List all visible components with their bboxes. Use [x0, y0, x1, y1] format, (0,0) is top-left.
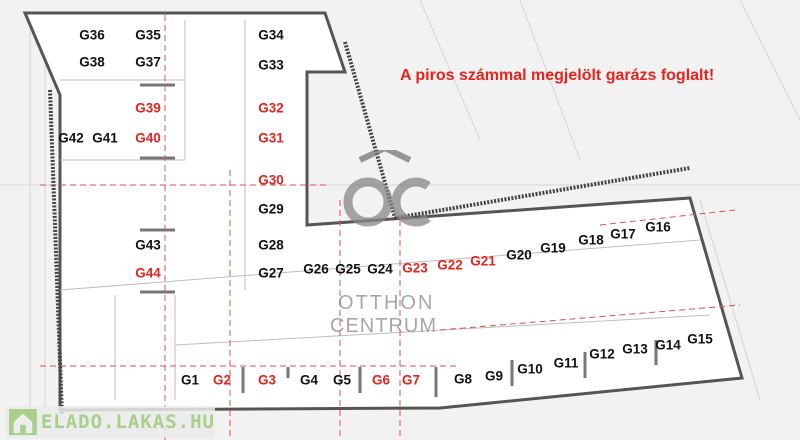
garage-label-g28: G28 — [258, 237, 284, 253]
garage-label-g20: G20 — [506, 247, 532, 263]
garage-label-g38: G38 — [79, 54, 105, 70]
garage-label-g36: G36 — [79, 27, 105, 43]
garage-label-g6: G6 — [371, 372, 391, 388]
occupancy-notice: A piros számmal megjelölt garázs foglalt… — [400, 67, 715, 84]
building-outline — [22, 11, 744, 412]
garage-label-g17: G17 — [610, 226, 636, 242]
garage-label-g41: G41 — [92, 130, 118, 146]
garage-label-g24: G24 — [367, 261, 393, 277]
garage-label-g11: G11 — [553, 355, 579, 371]
garage-label-g29: G29 — [258, 201, 284, 217]
garage-label-g9: G9 — [484, 368, 504, 384]
garage-label-g1: G1 — [180, 372, 200, 388]
garage-label-g19: G19 — [540, 240, 566, 256]
garage-label-g4: G4 — [299, 372, 319, 388]
garage-label-g35: G35 — [135, 27, 161, 43]
garage-label-g44: G44 — [135, 265, 161, 281]
garage-label-g42: G42 — [58, 130, 84, 146]
watermark-text: ELADO.LAKAS.HU — [40, 411, 215, 433]
garage-label-g43: G43 — [135, 237, 161, 253]
garage-label-g8: G8 — [453, 371, 473, 387]
garage-label-g23: G23 — [402, 260, 428, 276]
garage-label-g34: G34 — [258, 27, 284, 43]
logo-text-line1: OTTHON — [338, 292, 435, 314]
garage-label-g22: G22 — [437, 257, 463, 273]
house-icon — [9, 409, 37, 435]
garage-label-g5: G5 — [332, 372, 352, 388]
logo-mark-icon — [343, 144, 431, 227]
garage-label-g12: G12 — [589, 346, 615, 362]
garage-label-g26: G26 — [303, 261, 329, 277]
garage-label-g32: G32 — [258, 100, 284, 116]
garage-label-g33: G33 — [258, 57, 284, 73]
garage-label-g30: G30 — [258, 172, 284, 188]
otthon-centrum-logo: OTTHON CENTRUM — [330, 144, 440, 340]
grid-lines — [40, 15, 741, 440]
garage-label-g18: G18 — [578, 232, 604, 248]
columns — [140, 83, 658, 397]
partitions — [59, 20, 711, 400]
garage-label-g16: G16 — [645, 219, 671, 235]
logo-text-line2: CENTRUM — [330, 315, 437, 337]
garage-label-g3: G3 — [257, 372, 277, 388]
garage-label-g31: G31 — [258, 130, 284, 146]
garage-label-g15: G15 — [687, 331, 713, 347]
watermark: ELADO.LAKAS.HU — [5, 406, 215, 438]
garage-label-g27: G27 — [258, 265, 284, 281]
garage-label-g37: G37 — [135, 54, 161, 70]
garage-label-g21: G21 — [470, 253, 496, 269]
garage-label-g25: G25 — [335, 261, 361, 277]
garage-label-g14: G14 — [655, 337, 681, 353]
garage-label-g10: G10 — [517, 361, 543, 377]
retaining-wall — [48, 41, 691, 416]
garage-label-g2: G2 — [212, 372, 232, 388]
garage-label-g39: G39 — [135, 100, 161, 116]
garage-label-g13: G13 — [622, 341, 648, 357]
garage-label-g7: G7 — [401, 372, 421, 388]
garage-label-g40: G40 — [135, 130, 161, 146]
